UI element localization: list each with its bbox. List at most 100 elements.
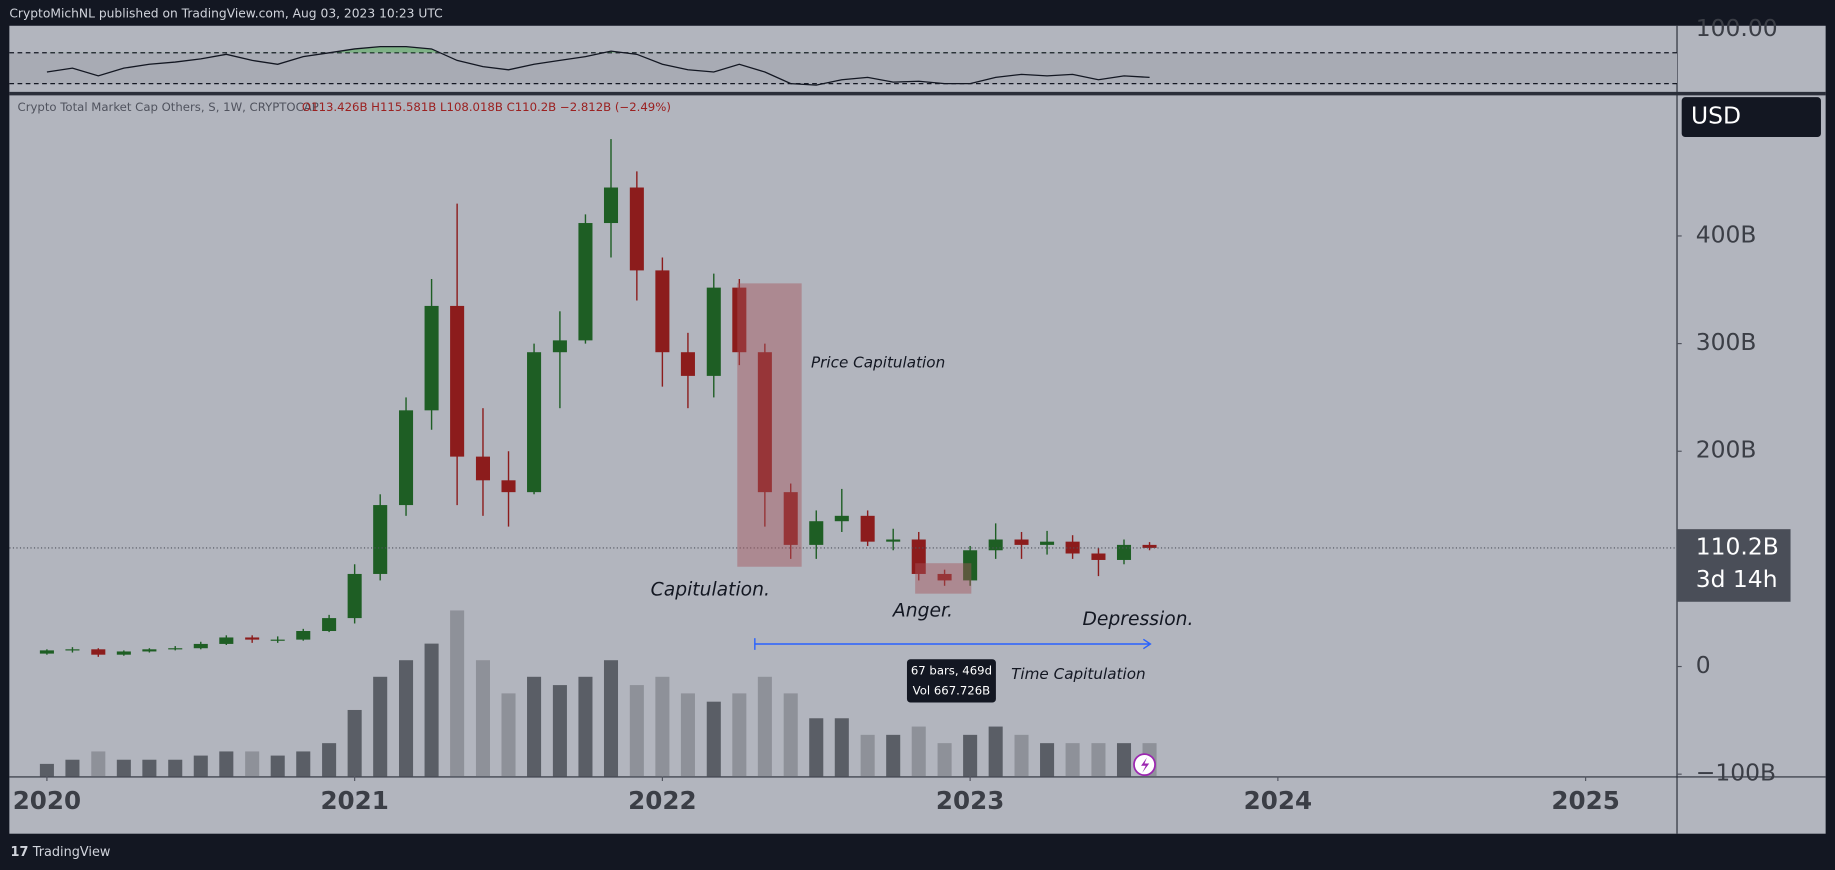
volume-bar	[603, 660, 619, 777]
candle-body	[347, 573, 362, 619]
rsi-line	[46, 45, 1150, 86]
candle-body	[270, 639, 285, 641]
candle-body	[603, 187, 619, 224]
volume-bar	[373, 676, 388, 777]
measure-volume: Vol 667.726B	[913, 683, 991, 697]
y-tick-label: 200B	[1696, 436, 1757, 464]
alert-bolt	[1141, 757, 1150, 773]
candle-body	[245, 637, 260, 640]
x-tick-label: 2024	[1244, 786, 1312, 815]
annotation: Depression.	[1083, 609, 1194, 630]
volume-bar	[732, 693, 747, 777]
last-price-box	[1677, 529, 1791, 602]
chart-area	[9, 25, 1826, 834]
x-tick-label: 2023	[936, 786, 1004, 815]
candle-body	[706, 287, 721, 376]
candle-body	[860, 515, 875, 542]
volume-bar	[168, 759, 183, 777]
currency-box[interactable]	[1681, 97, 1821, 137]
y-tick-label: 0	[1696, 651, 1711, 679]
candle-body	[1040, 541, 1055, 545]
volume-bar	[937, 743, 952, 777]
measure-bars: 67 bars, 469d	[911, 663, 992, 677]
volume-bar	[296, 751, 311, 777]
symbol: Crypto Total Market Cap Others, S, 1W, C…	[18, 100, 319, 114]
volume-bar	[501, 693, 516, 777]
candle-body	[578, 223, 593, 341]
candle-body	[680, 352, 695, 376]
volume-bar	[963, 734, 978, 777]
candle-body	[937, 573, 952, 581]
volume-bar	[1040, 743, 1055, 777]
volume-bar	[39, 763, 54, 777]
volume-bar	[1116, 743, 1132, 777]
candle-body	[65, 649, 80, 651]
candle-body	[527, 352, 542, 493]
volume-bar	[1065, 743, 1080, 777]
volume-bar	[450, 610, 465, 777]
y-tick-label: 400B	[1696, 220, 1757, 248]
volume-bar	[706, 701, 721, 777]
annotation: Capitulation.	[651, 580, 770, 601]
candle-body	[655, 270, 670, 353]
brand-logo: 17	[11, 845, 29, 860]
volume-bar	[270, 755, 285, 777]
candle-body	[193, 643, 208, 649]
candle-body	[501, 480, 516, 493]
candle-body	[783, 492, 798, 545]
volume-bar	[424, 643, 439, 777]
plot: −100B 0 200B 300B 400B 2020 2021 2022 2023 2024 20…	[9, 14, 1791, 815]
volume-bar	[655, 676, 670, 777]
candle-body	[424, 305, 439, 411]
candle-body	[757, 352, 772, 493]
volume-bar	[988, 726, 1003, 777]
annotation: Time Capitulation	[1011, 665, 1146, 683]
volume-bar	[578, 676, 593, 777]
volume-bar	[142, 759, 157, 777]
volume-bar	[475, 660, 491, 777]
volume-bar	[116, 759, 131, 777]
volume-bar	[347, 709, 362, 777]
candle-body	[168, 648, 183, 650]
currency[interactable]: USD	[1691, 102, 1741, 130]
annotation: Anger.	[892, 601, 953, 622]
last-price-label: 110.2B	[1696, 532, 1779, 560]
rsi-tick-label: 100.00	[1696, 14, 1778, 42]
volume-bar	[65, 759, 80, 777]
candle-body	[475, 456, 491, 481]
volume-bar	[527, 676, 542, 777]
candle-body	[1014, 539, 1029, 545]
candle-body	[91, 649, 106, 655]
price-capitulation-zone	[737, 283, 802, 567]
volume-bar	[757, 676, 772, 777]
brand: TradingView	[32, 845, 111, 860]
x-tick-label: 2025	[1551, 786, 1619, 815]
candle-body	[1065, 541, 1080, 554]
candle-body	[373, 505, 388, 574]
volume-bar	[552, 685, 567, 777]
candle-body	[219, 637, 234, 644]
candle-body	[809, 521, 824, 545]
annotation: Price Capitulation	[811, 353, 945, 371]
volume-bar	[1014, 734, 1029, 777]
volume-bar	[860, 734, 875, 777]
volume-bar	[91, 751, 106, 777]
x-tick-label: 2021	[320, 786, 388, 815]
candle-body	[1091, 553, 1106, 560]
volume-bar	[245, 751, 260, 777]
countdown: 3d 14h	[1696, 565, 1778, 593]
candle-body	[1142, 544, 1157, 548]
volume-bar	[322, 743, 337, 777]
anger-zone	[915, 563, 972, 594]
candle-body	[629, 187, 644, 271]
candle-body	[450, 305, 465, 457]
candle-body	[552, 340, 567, 353]
candle-body	[886, 539, 901, 542]
candle-body	[116, 651, 131, 655]
y-tick-label: 300B	[1696, 328, 1757, 356]
publisher: CryptoMichNL published on TradingView.co…	[9, 7, 442, 21]
candle-body	[39, 650, 54, 654]
volume-bar	[783, 693, 798, 777]
